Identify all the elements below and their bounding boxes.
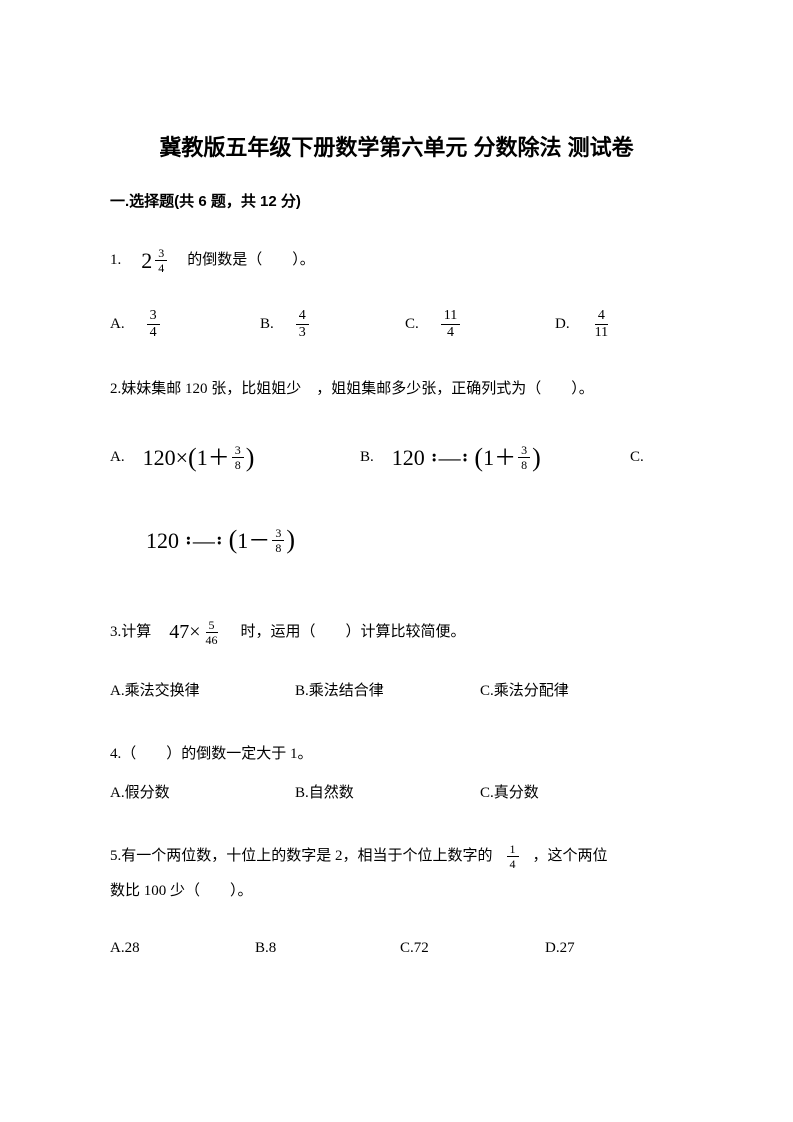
- question-1: 1. 2 3 4 的倒数是（ ）。 A. 3 4 B. 4 3: [110, 241, 683, 340]
- math-val: 120: [392, 438, 425, 478]
- frac-num: 5: [206, 619, 218, 633]
- q4-option-a[interactable]: A.假分数: [110, 780, 295, 807]
- frac-num: 1: [507, 843, 519, 857]
- math-val: 120: [146, 521, 179, 561]
- frac-den: 8: [518, 458, 530, 471]
- option-label: C.: [630, 444, 644, 471]
- q1-number: 1.: [110, 247, 121, 274]
- q5-option-b[interactable]: B.8: [255, 935, 400, 962]
- frac-den: 4: [444, 325, 457, 340]
- rparen: ): [286, 517, 295, 564]
- question-2: 2.妹妹集邮 120 张，比姐姐少 ，姐姐集邮多少张，正确列式为（ ）。 A. …: [110, 376, 683, 565]
- q1-frac-num: 3: [155, 247, 167, 261]
- q3-option-a[interactable]: A.乘法交换律: [110, 678, 295, 705]
- q2-expr-b: 120 ᛬ ÷ — ᛬ ( 1 ＋ 3 8 ): [392, 435, 541, 482]
- q2-option-a[interactable]: A. 120 × ( 1 ＋ 3 8 ): [110, 435, 360, 482]
- math-sign: －: [248, 521, 270, 561]
- q1-option-b[interactable]: B. 4 3: [260, 309, 405, 340]
- rparen: ): [246, 435, 255, 482]
- math-sign: ＋: [494, 438, 516, 478]
- q2-expr-c[interactable]: 120 ᛬ ÷ — ᛬ ( 1 － 3 8 ): [146, 517, 295, 564]
- q3-expr: 47 × 5 46: [169, 614, 222, 650]
- q5-text1: 5.有一个两位数，十位上的数字是 2，相当于个位上数字的: [110, 843, 493, 870]
- frac-den: 8: [232, 458, 244, 471]
- q2-option-b[interactable]: B. 120 ᛬ ÷ — ᛬ ( 1 ＋ 3 8 ): [360, 435, 630, 482]
- frac-num: 4: [595, 309, 608, 325]
- frac-den: 8: [272, 541, 284, 554]
- q3-option-b[interactable]: B.乘法结合律: [295, 678, 480, 705]
- frac-den: 46: [203, 633, 221, 646]
- q1-frac-den: 4: [155, 261, 167, 274]
- frac-den: 4: [507, 857, 519, 870]
- q5-text-comma: ，这个两位: [533, 843, 608, 870]
- lparen: (: [229, 517, 238, 564]
- option-label: A.: [110, 311, 125, 338]
- q5-text2: 数比 100 少（ ）。: [110, 878, 683, 905]
- q1-mixed-number: 2 3 4: [141, 241, 169, 281]
- lparen: (: [474, 435, 483, 482]
- q5-option-d[interactable]: D.27: [545, 935, 575, 962]
- q4-option-c[interactable]: C.真分数: [480, 780, 539, 807]
- q2-text: 2.妹妹集邮 120 张，比姐姐少 ，姐姐集邮多少张，正确列式为（ ）。: [110, 376, 683, 403]
- q2-expr-a: 120 × ( 1 ＋ 3 8 ): [143, 435, 255, 482]
- frac-num: 3: [518, 444, 530, 458]
- option-label: C.: [405, 311, 419, 338]
- math-sign: ＋: [208, 438, 230, 478]
- q5-fraction: 1 4: [507, 843, 519, 870]
- math-val: 120: [143, 438, 176, 478]
- question-4: 4.（ ）的倒数一定大于 1。 A.假分数 B.自然数 C.真分数: [110, 741, 683, 807]
- q1-whole: 2: [141, 241, 152, 281]
- frac-num: 3: [147, 309, 160, 325]
- frac-den: 3: [296, 325, 309, 340]
- math-one: 1: [197, 438, 208, 478]
- math-one: 1: [483, 438, 494, 478]
- option-label: B.: [360, 444, 374, 471]
- question-5: 5.有一个两位数，十位上的数字是 2，相当于个位上数字的 1 4 ，这个两位 数…: [110, 843, 683, 962]
- q1-option-c[interactable]: C. 11 4: [405, 309, 555, 340]
- question-3: 3.计算 47 × 5 46 时，运用（ ）计算比较简便。 A.乘法交换律 B.…: [110, 614, 683, 705]
- q1-option-a[interactable]: A. 3 4: [110, 309, 260, 340]
- rparen: ): [532, 435, 541, 482]
- q2-option-c-label[interactable]: C.: [630, 444, 650, 471]
- frac-num: 11: [441, 309, 460, 325]
- frac-den: 4: [147, 325, 160, 340]
- q3-text: 时，运用（ ）计算比较简便。: [241, 619, 466, 646]
- frac-den: 11: [592, 325, 611, 340]
- frac-num: 3: [272, 527, 284, 541]
- option-label: B.: [260, 311, 274, 338]
- q3-number: 3.计算: [110, 619, 151, 646]
- lparen: (: [188, 435, 197, 482]
- q5-option-a[interactable]: A.28: [110, 935, 255, 962]
- math-val: 47: [169, 614, 189, 650]
- q5-option-c[interactable]: C.72: [400, 935, 545, 962]
- math-one: 1: [237, 521, 248, 561]
- option-label: A.: [110, 444, 125, 471]
- q1-text: 的倒数是（ ）。: [187, 247, 315, 274]
- frac-num: 3: [232, 444, 244, 458]
- math-op: ×: [189, 614, 200, 650]
- q3-option-c[interactable]: C.乘法分配律: [480, 678, 569, 705]
- q1-option-d[interactable]: D. 4 11: [555, 309, 613, 340]
- frac-num: 4: [296, 309, 309, 325]
- q4-option-b[interactable]: B.自然数: [295, 780, 480, 807]
- option-label: D.: [555, 311, 570, 338]
- section-header: 一.选择题(共 6 题，共 12 分): [110, 190, 683, 211]
- math-op: ×: [176, 438, 188, 478]
- q4-text: 4.（ ）的倒数一定大于 1。: [110, 741, 683, 768]
- page-title: 冀教版五年级下册数学第六单元 分数除法 测试卷: [110, 130, 683, 162]
